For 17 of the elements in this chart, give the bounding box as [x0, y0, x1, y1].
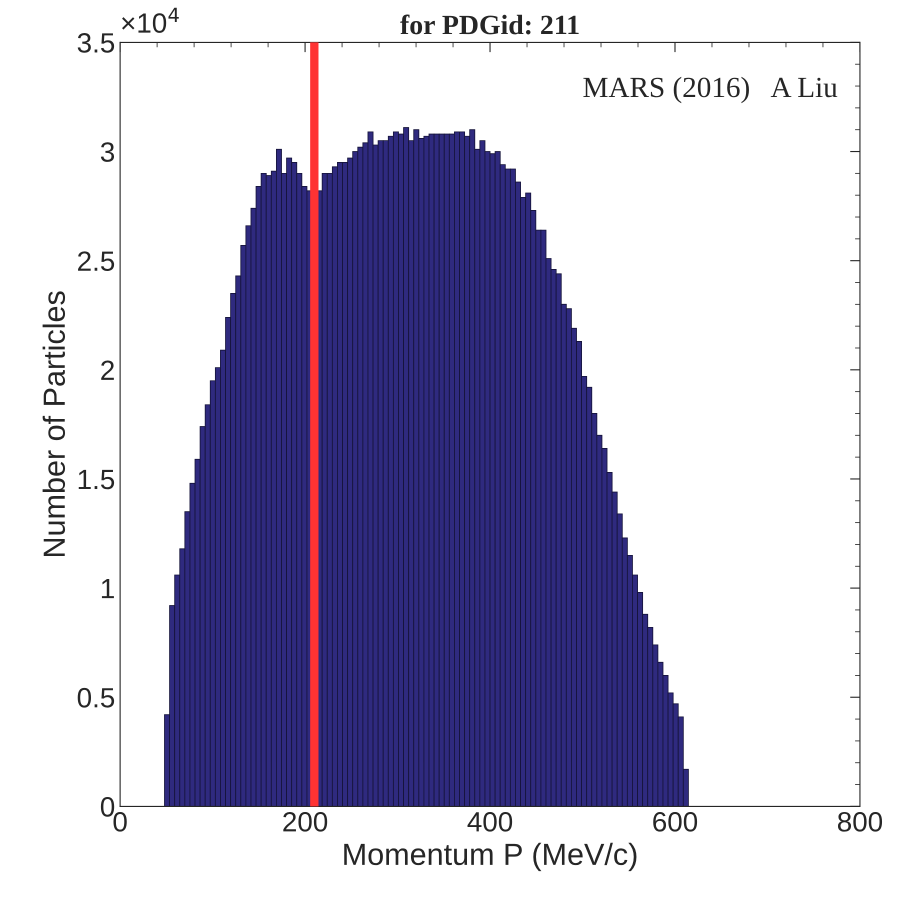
- y-tick-label: 2: [101, 360, 114, 380]
- y-tick-label: 3: [100, 142, 114, 162]
- chart-title: for PDGid: 211: [400, 14, 579, 34]
- y-tick-label: 1.5: [78, 470, 114, 490]
- x-tick-label: 800: [838, 812, 882, 832]
- x-tick-label: 600: [653, 812, 698, 832]
- y-tick-label: 3.5: [78, 33, 114, 53]
- y-tick-label: 0.5: [78, 688, 114, 708]
- x-axis-title: Momentum P (MeV/c): [344, 842, 636, 872]
- text: ×10$^{4}$: [122, 8, 179, 33]
- x-tick-label: 200: [283, 812, 328, 832]
- x-tick-label: 400: [468, 812, 512, 832]
- annotation: MARS (2016) A Liu: [583, 76, 838, 104]
- y-axis-title: Number of Particles: [42, 291, 66, 556]
- y-tick-label: 1: [102, 579, 114, 598]
- y-tick-label: 2.5: [78, 251, 114, 272]
- y-tick-label: 0: [100, 797, 114, 817]
